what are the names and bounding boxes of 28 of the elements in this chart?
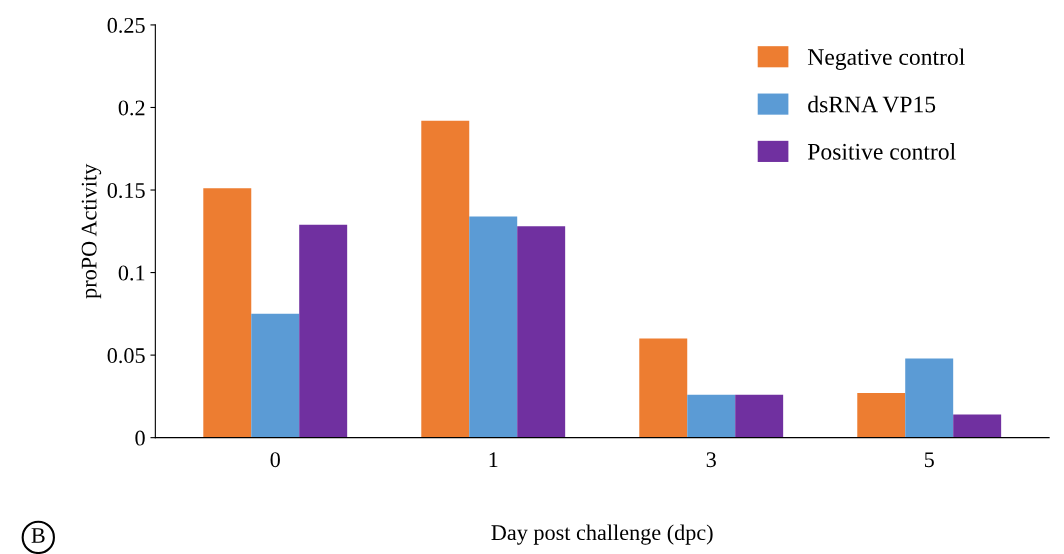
y-tick-label: 0.15	[107, 182, 145, 199]
bar	[469, 216, 518, 438]
x-tick-label: 3	[706, 452, 716, 468]
x-tick-label: 5	[924, 452, 934, 468]
bar	[203, 188, 252, 438]
bar	[517, 226, 566, 438]
bar	[639, 338, 688, 438]
bar	[421, 120, 470, 438]
x-tick-label: 1	[489, 452, 498, 467]
y-tick-label: 0.1	[118, 265, 145, 281]
legend-label: Negative control	[807, 48, 965, 70]
legend-label: dsRNA VP15	[808, 95, 936, 113]
x-axis-title: Day post challenge (dpc)	[491, 524, 713, 545]
bar	[953, 414, 1002, 438]
y-axis-title: proPO Activity	[81, 163, 102, 299]
bar	[905, 358, 954, 438]
bar	[857, 393, 906, 438]
y-tick-label: 0	[135, 430, 145, 446]
bar	[687, 394, 736, 438]
x-tick-label: 0	[270, 452, 280, 468]
bar	[299, 224, 348, 438]
bar	[251, 313, 300, 438]
legend-label: Positive control	[807, 143, 956, 160]
y-tick-label: 0.05	[107, 348, 145, 364]
y-tick-label: 0.2	[118, 100, 145, 116]
bar	[735, 394, 784, 438]
text: B	[31, 528, 45, 543]
y-tick-label: 0.25	[107, 17, 145, 33]
